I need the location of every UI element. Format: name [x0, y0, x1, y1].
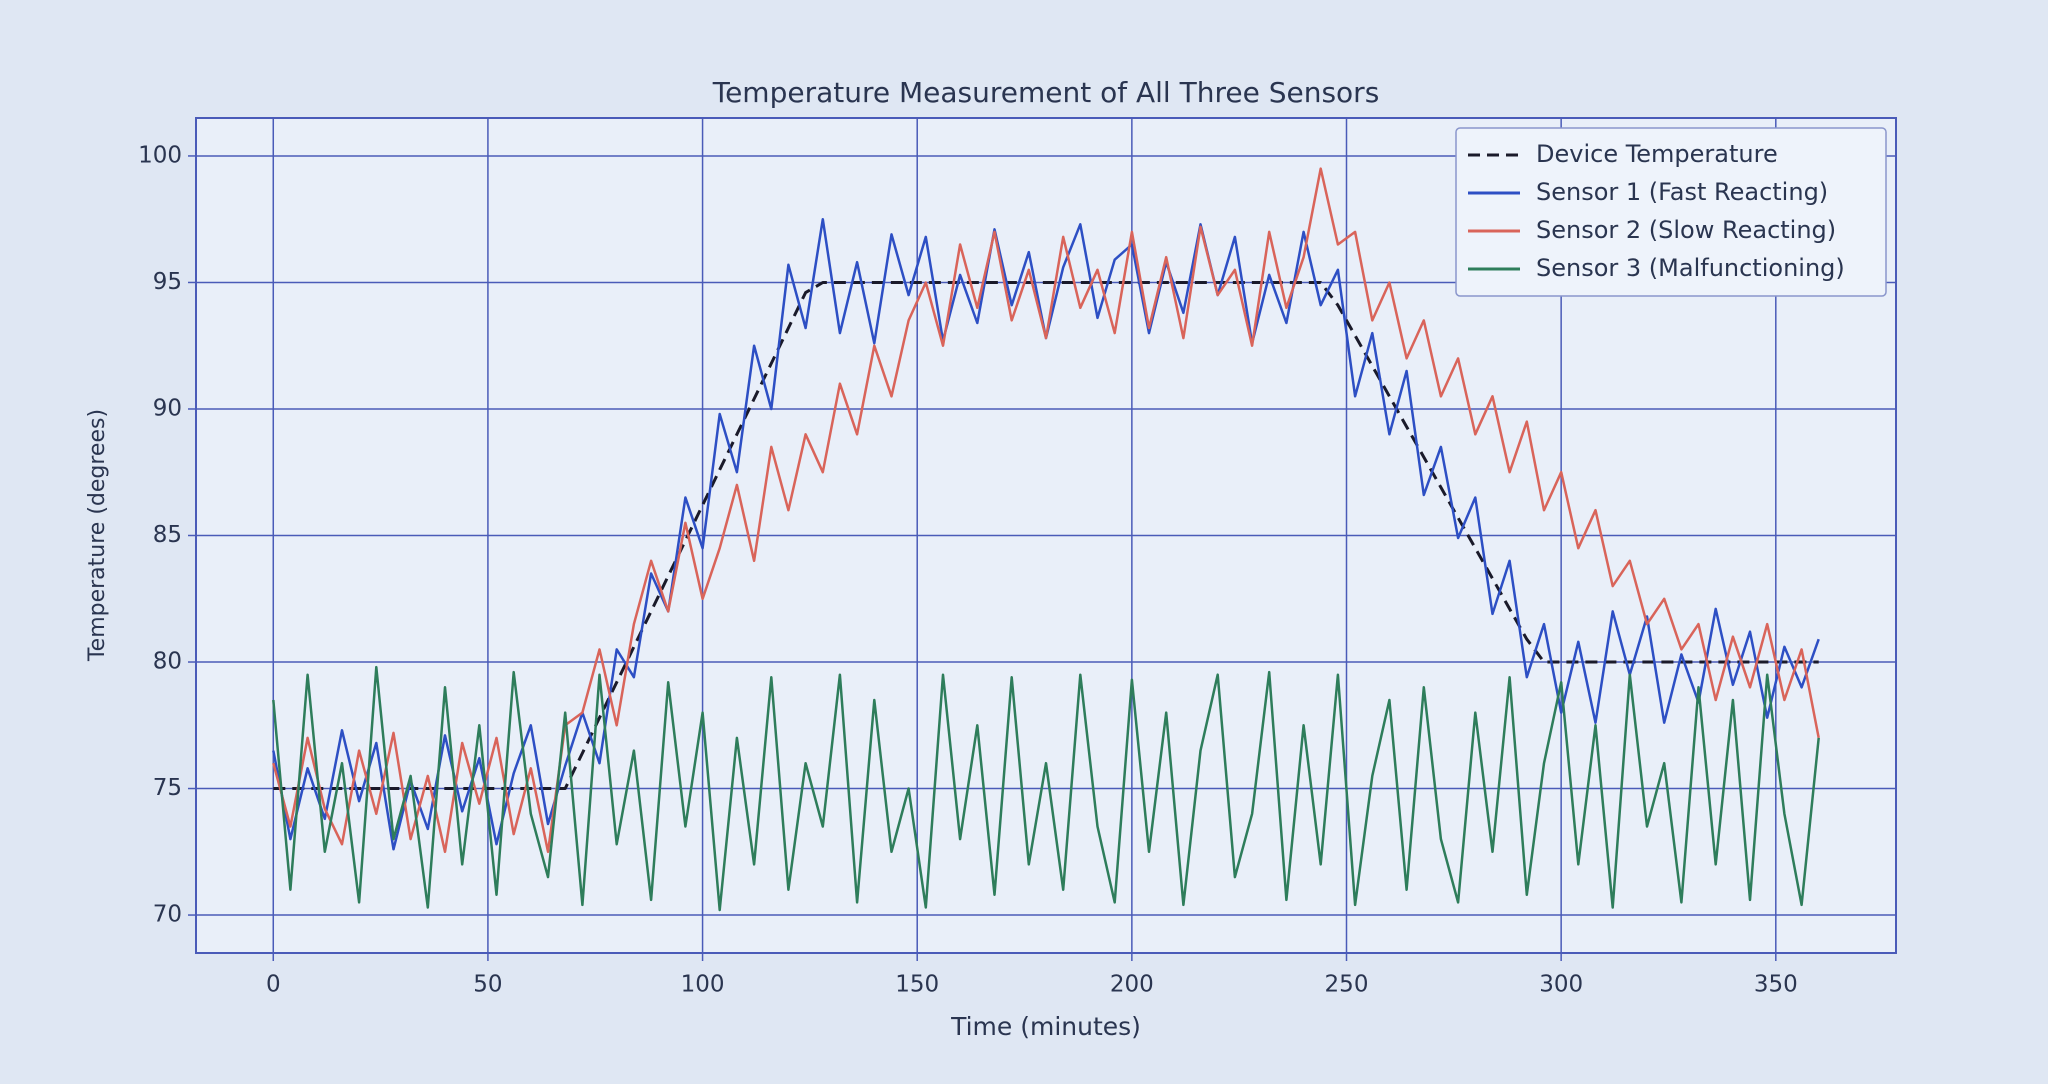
legend: Device Temperature Sensor 1 (Fast Reactin…: [1455, 127, 1887, 297]
y-tick-label: 75: [153, 775, 182, 801]
legend-label: Device Temperature: [1536, 140, 1778, 168]
x-tick-label: 100: [681, 972, 725, 998]
chart-title: Temperature Measurement of All Three Sen…: [712, 76, 1380, 109]
y-tick-label: 90: [153, 395, 182, 421]
legend-label: Sensor 1 (Fast Reacting): [1536, 178, 1828, 206]
x-tick-label: 250: [1325, 972, 1369, 998]
y-tick-label: 70: [153, 902, 182, 928]
legend-box: [1455, 127, 1887, 297]
lines: [272, 167, 1820, 912]
y-axis-label: Temperature (degrees): [85, 409, 110, 662]
legend-label: Sensor 3 (Malfunctioning): [1536, 254, 1845, 282]
series-line: [272, 665, 1820, 912]
x-axis-label: Time (minutes): [950, 1012, 1141, 1041]
legend-label: Sensor 2 (Slow Reacting): [1536, 216, 1836, 244]
y-tick-label: 100: [138, 142, 182, 168]
x-tick-label: 0: [266, 972, 281, 998]
x-tick-label: 50: [473, 972, 502, 998]
y-tick-label: 85: [153, 522, 182, 548]
y-tick-label: 80: [153, 649, 182, 675]
x-tick-label: 150: [895, 972, 939, 998]
x-tick-label: 300: [1539, 972, 1583, 998]
x-tick-label: 200: [1110, 972, 1154, 998]
y-tick-label: 95: [153, 269, 182, 295]
series-line: [272, 167, 1820, 854]
x-tick-label: 350: [1754, 972, 1798, 998]
series-line: [273, 281, 1819, 790]
